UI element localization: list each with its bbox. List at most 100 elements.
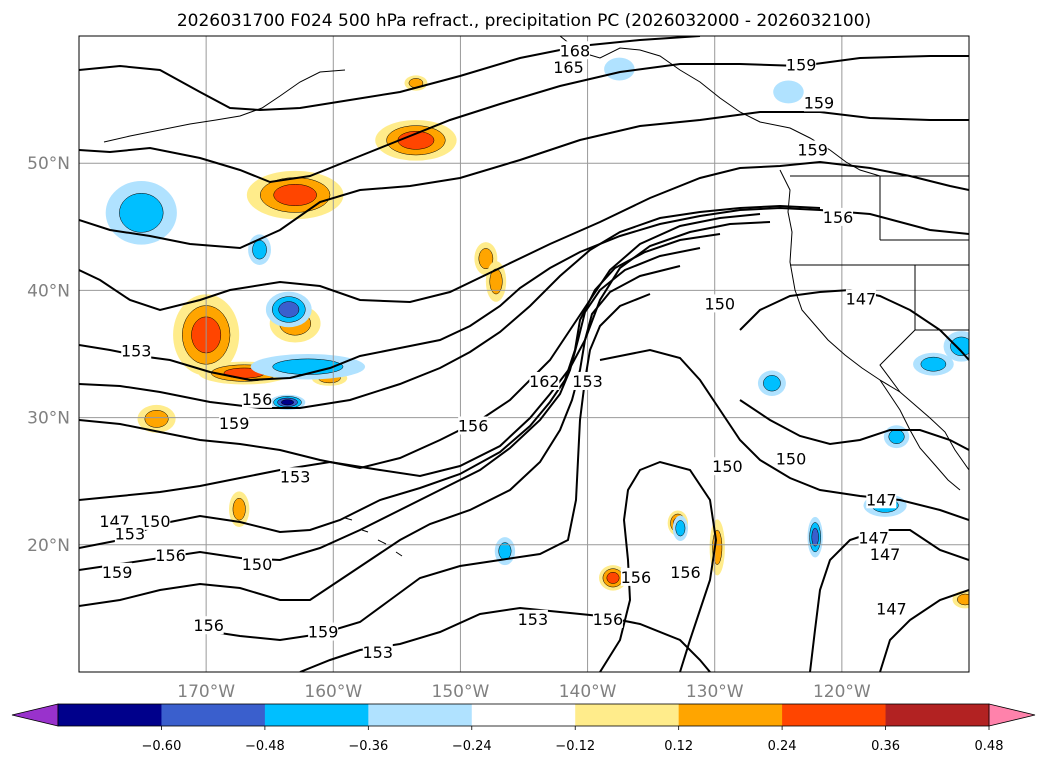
contour-label: 168 <box>560 41 591 60</box>
y-tick-label: 50°N <box>27 154 70 174</box>
contour-label-bg <box>114 524 145 543</box>
precip-area <box>811 527 819 547</box>
contour-label: 147 <box>866 490 897 509</box>
contour-label: 147 <box>876 600 907 619</box>
contour-label: 147 <box>858 528 889 547</box>
contour-label: 159 <box>219 414 250 433</box>
x-tick-label: 150°W <box>432 682 490 702</box>
contour-line <box>809 529 969 672</box>
contour-label: 156 <box>621 568 652 587</box>
contour-label-bg <box>797 140 828 159</box>
contour-label-bg <box>620 567 651 586</box>
contour-label: 147 <box>870 545 901 564</box>
contour-line <box>79 221 771 501</box>
precip-area <box>957 593 969 606</box>
colorbar-tick-label: −0.48 <box>245 739 285 754</box>
baja-coast <box>879 379 961 491</box>
precip-area <box>604 57 635 81</box>
contour-label: 150 <box>242 555 273 574</box>
contour-line <box>79 160 969 312</box>
contour-label-bg <box>803 93 834 112</box>
colorbar-tick-label: 0.12 <box>664 739 693 754</box>
contour-label: 159 <box>797 140 828 159</box>
contour-label-bg <box>670 562 701 581</box>
contour-label-bg <box>155 546 186 565</box>
contour-label-bg <box>102 562 133 581</box>
precip-area <box>606 571 620 584</box>
state-borders <box>790 176 969 393</box>
contour-label-bg <box>121 341 152 360</box>
contour-label-bg <box>529 371 560 390</box>
contour-line <box>599 460 718 672</box>
contour-label-bg <box>553 57 584 76</box>
contour-label-bg <box>362 642 393 661</box>
contour-label-bg <box>280 467 311 486</box>
contour-label: 156 <box>193 616 224 635</box>
precip-area <box>119 192 164 233</box>
precip-area <box>278 301 300 318</box>
contour-label: 150 <box>140 512 171 531</box>
contour-line <box>879 589 969 672</box>
contour-label-bg <box>858 528 889 547</box>
colorbar-tick-label: 0.48 <box>975 739 1004 754</box>
contour-line <box>299 606 711 672</box>
contour-line <box>79 204 821 409</box>
contour-line <box>79 233 721 549</box>
x-tick-label: 130°W <box>686 682 744 702</box>
contour-label-bg <box>517 609 548 628</box>
contour-label: 150 <box>776 450 807 469</box>
contour-label: 162 <box>529 372 560 391</box>
precip-area <box>888 429 905 444</box>
contour-label-bg <box>704 294 735 313</box>
contour-label: 156 <box>458 417 489 436</box>
contour-label: 153 <box>115 525 146 544</box>
contour-label-bg <box>712 457 743 476</box>
contour-label: 150 <box>712 457 743 476</box>
contour-label: 165 <box>553 58 584 77</box>
hawaii-islands <box>344 517 403 557</box>
contour-label: 156 <box>670 563 701 582</box>
y-tick-label: 20°N <box>27 536 70 556</box>
colorbar-segment <box>368 704 473 726</box>
contour-line <box>739 399 969 451</box>
contour-label-bg <box>866 490 897 509</box>
colorbar-tick-label: 0.36 <box>871 739 900 754</box>
contour-line <box>79 111 969 250</box>
contour-label: 159 <box>102 563 133 582</box>
contour-label-bg <box>776 449 806 468</box>
precip-area <box>773 80 804 104</box>
contour-label: 153 <box>121 341 152 360</box>
colorbar-segment <box>161 704 266 726</box>
contour-label: 153 <box>280 467 311 486</box>
x-tick-label: 170°W <box>177 682 235 702</box>
contour-label-bg <box>876 599 907 618</box>
precip-area <box>281 399 294 406</box>
contour-label: 156 <box>823 208 854 227</box>
precip-area <box>252 240 267 260</box>
contour-label-bg <box>242 389 272 408</box>
contour-label-bg <box>140 511 171 530</box>
colorbar-frame <box>57 703 990 727</box>
colorbar-segment <box>885 704 990 726</box>
contour-label: 153 <box>572 372 603 391</box>
contour-label-bg <box>559 41 590 60</box>
y-tick-label: 40°N <box>27 281 70 301</box>
contour-label: 153 <box>518 610 549 629</box>
colorbar-extend-min <box>11 703 59 727</box>
precip-area <box>478 248 494 270</box>
contour-label: 159 <box>804 93 835 112</box>
contour-label: 156 <box>155 546 186 565</box>
colorbar-extend-max <box>988 703 1036 727</box>
contour-label-bg <box>242 555 272 574</box>
contour-label: 147 <box>846 289 877 308</box>
contour-label-bg <box>823 207 854 226</box>
bc-coast <box>779 169 969 471</box>
precip-area <box>144 410 169 428</box>
axis-tick-labels: 170°W 160°W 150°W 140°W 130°W 120°W 20°N 30°N 40… <box>27 154 871 702</box>
contour-label-bg <box>870 544 901 563</box>
colorbar-tick-label: −0.12 <box>555 739 595 754</box>
y-tick-label: 30°N <box>27 409 70 429</box>
